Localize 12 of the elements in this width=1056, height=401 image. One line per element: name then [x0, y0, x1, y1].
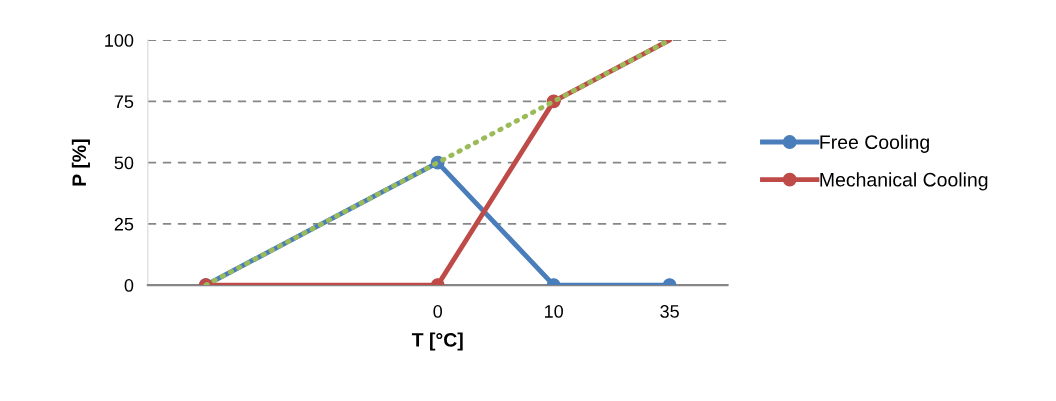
- x-tick-label: 35: [660, 305, 679, 318]
- legend-label: Free Cooling: [820, 134, 929, 153]
- x-tick-label: 0: [433, 305, 443, 318]
- x-axis-title: T [°C]: [411, 332, 463, 351]
- y-tick-label: 75: [114, 95, 134, 109]
- y-tick-label: 100: [105, 34, 134, 47]
- y-tick-label: 0: [124, 279, 134, 292]
- y-axis-title: P [%]: [71, 139, 90, 186]
- y-tick-label: 25: [114, 217, 134, 231]
- y-tick-label: 50: [114, 156, 134, 170]
- legend-label: Mechanical Cooling: [820, 172, 988, 191]
- x-tick-label: 10: [545, 305, 563, 318]
